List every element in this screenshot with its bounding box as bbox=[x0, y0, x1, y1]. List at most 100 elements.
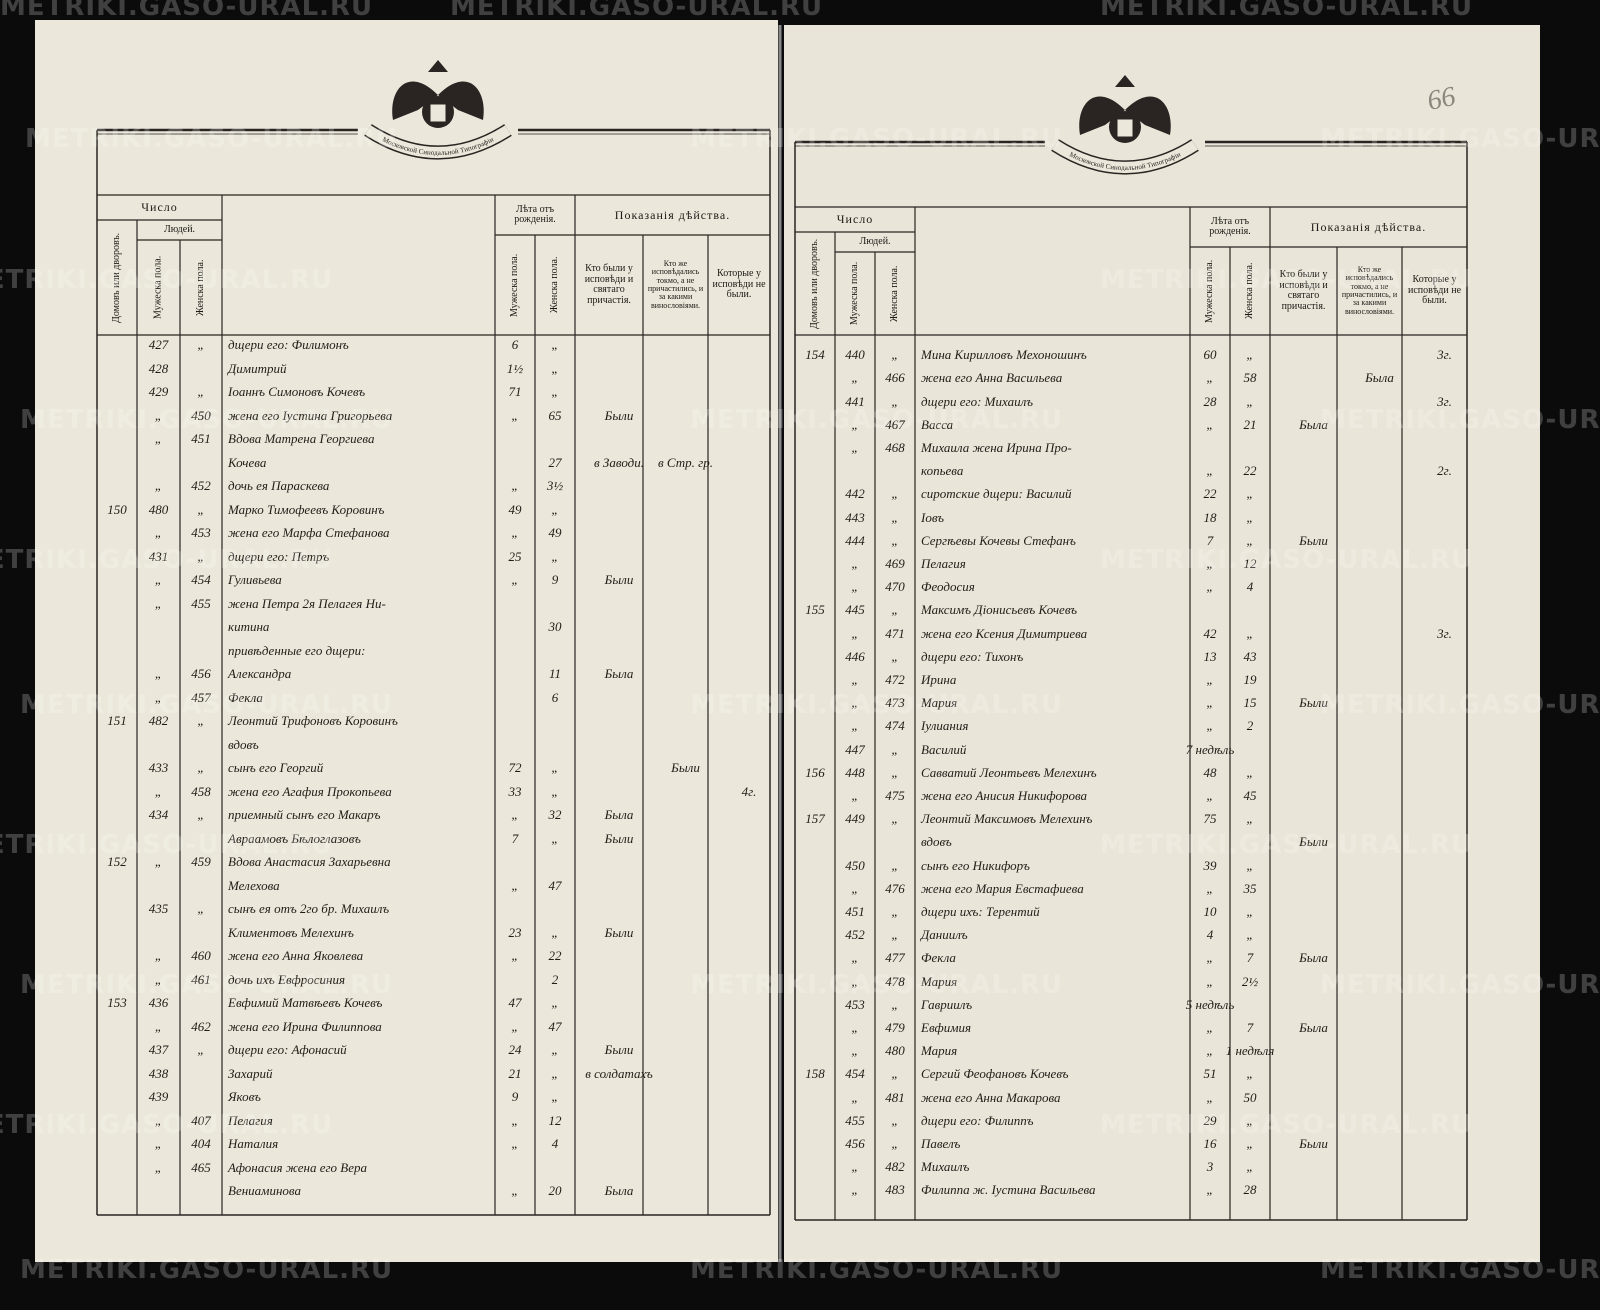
cell-male: „ bbox=[851, 416, 859, 432]
cell-female: 471 bbox=[885, 625, 905, 641]
cell-name: вдовъ bbox=[921, 834, 952, 850]
cell-age-f: 9 bbox=[551, 572, 559, 588]
cell-male: 482 bbox=[148, 713, 169, 729]
cell-female: „ bbox=[197, 713, 205, 729]
header-households: Домовъ или дворовъ. bbox=[808, 238, 820, 329]
cell-age-f: 19 bbox=[1243, 671, 1257, 687]
cell-house: 151 bbox=[107, 713, 127, 729]
cell-confessed: в Заводи. bbox=[594, 454, 644, 470]
cell-male: 448 bbox=[845, 764, 865, 780]
cell-age-m: 9 bbox=[511, 1089, 519, 1105]
cell-male: „ bbox=[851, 579, 859, 595]
cell-age-f: „ bbox=[1246, 347, 1254, 363]
cell-name: дщери его: Петръ bbox=[228, 548, 330, 564]
cell-age-m: „ bbox=[1206, 787, 1214, 803]
cell-male: 436 bbox=[148, 995, 169, 1011]
cell-female: 483 bbox=[885, 1182, 905, 1198]
watermark: METRIKI.GASO-URAL.RU bbox=[1320, 690, 1600, 720]
cell-house: 157 bbox=[805, 811, 825, 827]
cell-female: 477 bbox=[885, 950, 905, 966]
cell-age-m: 6 bbox=[511, 337, 519, 353]
watermark: METRIKI.GASO-URAL.RU bbox=[690, 1255, 1064, 1285]
cell-confessed: Была bbox=[604, 807, 634, 823]
cell-age-m: „ bbox=[1206, 1019, 1214, 1035]
cell-name: жена его Ирина Филиппова bbox=[228, 1018, 382, 1034]
header-actions: Показанія дѣйства. bbox=[614, 207, 731, 222]
cell-age-m: 48 bbox=[1203, 764, 1217, 780]
cell-age-f: „ bbox=[1246, 764, 1254, 780]
cell-name: Максимъ Діонисьевъ Кочевъ bbox=[921, 602, 1078, 618]
cell-age-m: „ bbox=[1206, 1182, 1214, 1198]
cell-age-f: „ bbox=[1246, 393, 1254, 409]
cell-confessed: Были bbox=[604, 407, 634, 423]
cell-male: 431 bbox=[148, 548, 169, 564]
cell-age-m: „ bbox=[511, 1112, 519, 1128]
header-female: Женска пола. bbox=[888, 265, 900, 322]
cell-house: 150 bbox=[107, 501, 127, 517]
cell-name: Іоаннъ Симоновъ Кочевъ bbox=[228, 384, 366, 400]
cell-female: 474 bbox=[885, 718, 905, 734]
cell-name: сиротские дщери: Василий bbox=[921, 486, 1072, 502]
cell-male: 440 bbox=[845, 347, 865, 363]
cell-age-f: 6 bbox=[551, 689, 559, 705]
cell-male: „ bbox=[154, 1159, 163, 1175]
watermark: METRIKI.GASO-URAL.RU bbox=[1100, 265, 1474, 295]
cell-name: жена его Анна Макарова bbox=[921, 1089, 1061, 1105]
cell-age-f: 7 bbox=[1246, 1019, 1254, 1035]
watermark: METRIKI.GASO-URAL.RU bbox=[690, 970, 1064, 1000]
watermark: METRIKI.GASO-URAL.RU bbox=[690, 124, 1064, 154]
cell-age-m: „ bbox=[511, 1136, 519, 1152]
cell-confessed: Была bbox=[1299, 1019, 1328, 1035]
left-page bbox=[35, 20, 778, 1262]
cell-age-m: „ bbox=[1206, 370, 1214, 386]
cell-male: 429 bbox=[148, 384, 169, 400]
cell-female: 459 bbox=[191, 854, 211, 870]
cell-male: „ bbox=[154, 666, 163, 682]
cell-age-m: 49 bbox=[508, 501, 522, 517]
cell-female: „ bbox=[891, 602, 899, 618]
cell-male: 454 bbox=[845, 1066, 865, 1082]
cell-age-f: „ bbox=[1246, 1135, 1254, 1151]
cell-age-m: „ bbox=[1206, 950, 1214, 966]
cell-female: „ bbox=[197, 501, 205, 517]
cell-female: 469 bbox=[885, 555, 905, 571]
cell-age-m: „ bbox=[1206, 718, 1214, 734]
cell-confessed: Были bbox=[604, 830, 634, 846]
cell-male: 444 bbox=[845, 532, 865, 548]
cell-male: „ bbox=[851, 1089, 859, 1105]
cell-age-m: 60 bbox=[1203, 347, 1217, 363]
eagle-wings bbox=[392, 81, 484, 120]
cell-age-f: „ bbox=[1246, 1159, 1254, 1175]
cell-age-f: „ bbox=[551, 760, 559, 776]
cell-male: „ bbox=[154, 525, 163, 541]
cell-male: 438 bbox=[148, 1065, 169, 1081]
cell-age-f: „ bbox=[551, 548, 559, 564]
cell-male: „ bbox=[154, 1018, 163, 1034]
cell-age-m: 1½ bbox=[506, 360, 524, 376]
cell-age-f: 27 bbox=[548, 454, 562, 470]
cell-age-m: 22 bbox=[1203, 486, 1217, 502]
cell-name: Даниилъ bbox=[921, 927, 968, 943]
cell-age-f: „ bbox=[1246, 1112, 1254, 1128]
cell-male: „ bbox=[154, 431, 163, 447]
cell-age-m: 21 bbox=[508, 1065, 522, 1081]
cell-female: 456 bbox=[191, 666, 211, 682]
cell-age-m: 33 bbox=[508, 783, 522, 799]
cell-name: приемный сынъ его Макаръ bbox=[228, 807, 381, 823]
cell-confessed: Были bbox=[604, 572, 634, 588]
cell-name: Михаила жена Ирина Про- bbox=[921, 439, 1072, 455]
cell-name: жена его Іустина Григорьева bbox=[228, 407, 393, 423]
cell-age-f: „ bbox=[1246, 509, 1254, 525]
cell-age-f: „ bbox=[1246, 486, 1254, 502]
cell-name: Іовъ bbox=[921, 509, 945, 525]
cell-age-f: 35 bbox=[1243, 880, 1257, 896]
cell-female: „ bbox=[891, 927, 899, 943]
cell-confessed-only: в Стр. гр. bbox=[658, 454, 713, 470]
cell-age-m: 5 недѣль bbox=[1185, 996, 1235, 1012]
cell-age-m: 47 bbox=[508, 995, 522, 1011]
cell-female: „ bbox=[197, 901, 205, 917]
cell-age-f: „ bbox=[551, 501, 559, 517]
cell-male: „ bbox=[154, 572, 163, 588]
cell-male: 456 bbox=[845, 1135, 865, 1151]
cell-age-m: „ bbox=[1206, 973, 1214, 989]
